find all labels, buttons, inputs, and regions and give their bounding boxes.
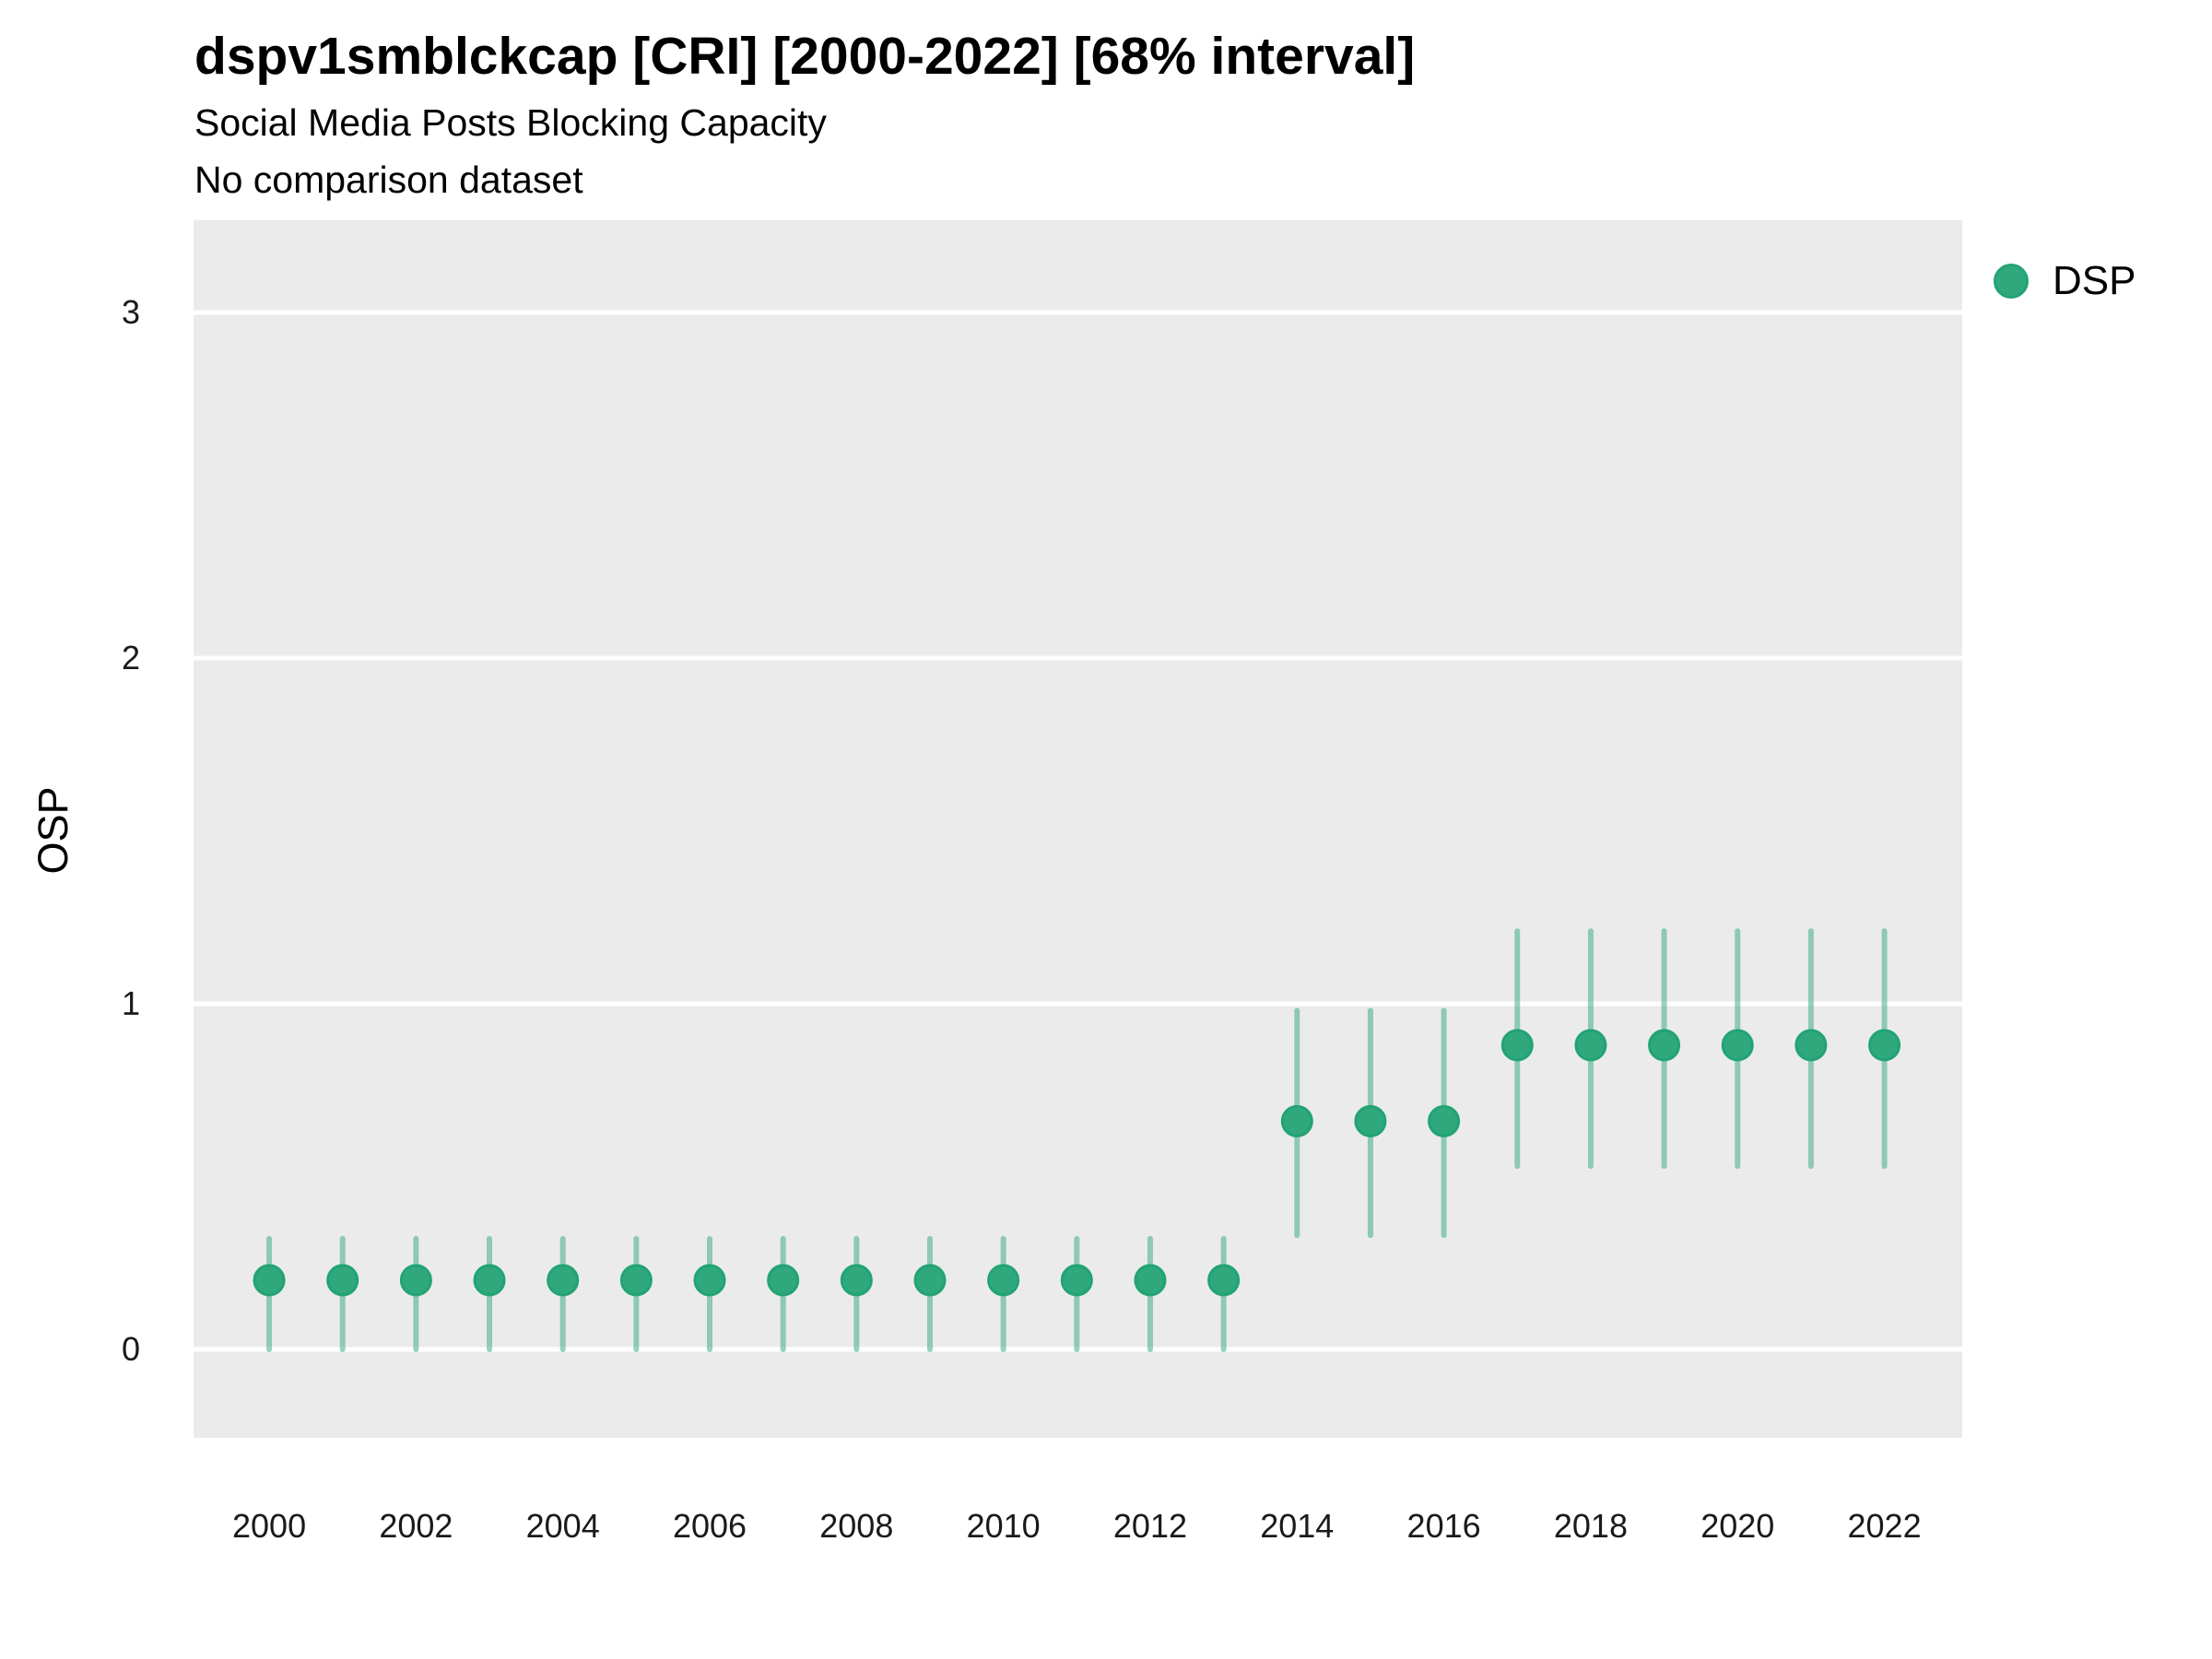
point-2021 <box>1794 1029 1828 1062</box>
point-2012 <box>1134 1264 1167 1297</box>
x-tick-label-2010: 2010 <box>966 1507 1041 1545</box>
point-2013 <box>1207 1264 1241 1297</box>
point-2002 <box>399 1264 432 1297</box>
point-2007 <box>767 1264 800 1297</box>
legend-key-dot-icon <box>1994 264 2029 299</box>
y-tick-label-0: 0 <box>121 1330 140 1368</box>
y-tick-label-1: 1 <box>121 984 140 1023</box>
x-tick-label-2018: 2018 <box>1553 1507 1628 1545</box>
comparison-note: No comparison dataset <box>194 159 583 201</box>
x-tick-label-2004: 2004 <box>525 1507 600 1545</box>
point-2006 <box>693 1264 726 1297</box>
chart-subtitle: Social Media Posts Blocking Capacity <box>194 101 827 144</box>
x-tick-label-2022: 2022 <box>1847 1507 1922 1545</box>
x-tick-label-2014: 2014 <box>1260 1507 1335 1545</box>
point-2003 <box>473 1264 506 1297</box>
point-2014 <box>1280 1105 1313 1138</box>
x-tick-label-2006: 2006 <box>672 1507 747 1545</box>
gridline-y-3 <box>194 310 1962 315</box>
gridline-y-2 <box>194 655 1962 661</box>
y-tick-label-2: 2 <box>121 639 140 677</box>
point-2008 <box>840 1264 873 1297</box>
x-tick-label-2020: 2020 <box>1700 1507 1775 1545</box>
point-2009 <box>913 1264 947 1297</box>
legend-label: DSP <box>2053 258 2136 303</box>
point-2017 <box>1500 1029 1534 1062</box>
y-axis-title: OSP <box>29 786 76 875</box>
point-2015 <box>1354 1105 1387 1138</box>
point-2016 <box>1428 1105 1461 1138</box>
x-tick-label-2000: 2000 <box>232 1507 307 1545</box>
chart-title: dspv1smblckcap [CRI] [2000-2022] [68% in… <box>194 27 1416 86</box>
gridline-y-1 <box>194 1001 1962 1006</box>
x-tick-label-2008: 2008 <box>819 1507 894 1545</box>
point-2020 <box>1721 1029 1754 1062</box>
y-tick-label-3: 3 <box>121 293 140 332</box>
plot-panel <box>194 220 1962 1438</box>
point-2019 <box>1648 1029 1681 1062</box>
x-tick-label-2012: 2012 <box>1112 1507 1187 1545</box>
point-2001 <box>326 1264 359 1297</box>
point-2018 <box>1574 1029 1607 1062</box>
x-tick-label-2016: 2016 <box>1406 1507 1481 1545</box>
point-2010 <box>987 1264 1020 1297</box>
point-2005 <box>619 1264 653 1297</box>
legend: DSP <box>1994 258 2136 304</box>
point-2022 <box>1868 1029 1901 1062</box>
x-tick-label-2002: 2002 <box>379 1507 453 1545</box>
point-2000 <box>253 1264 286 1297</box>
point-2004 <box>547 1264 580 1297</box>
point-2011 <box>1060 1264 1093 1297</box>
